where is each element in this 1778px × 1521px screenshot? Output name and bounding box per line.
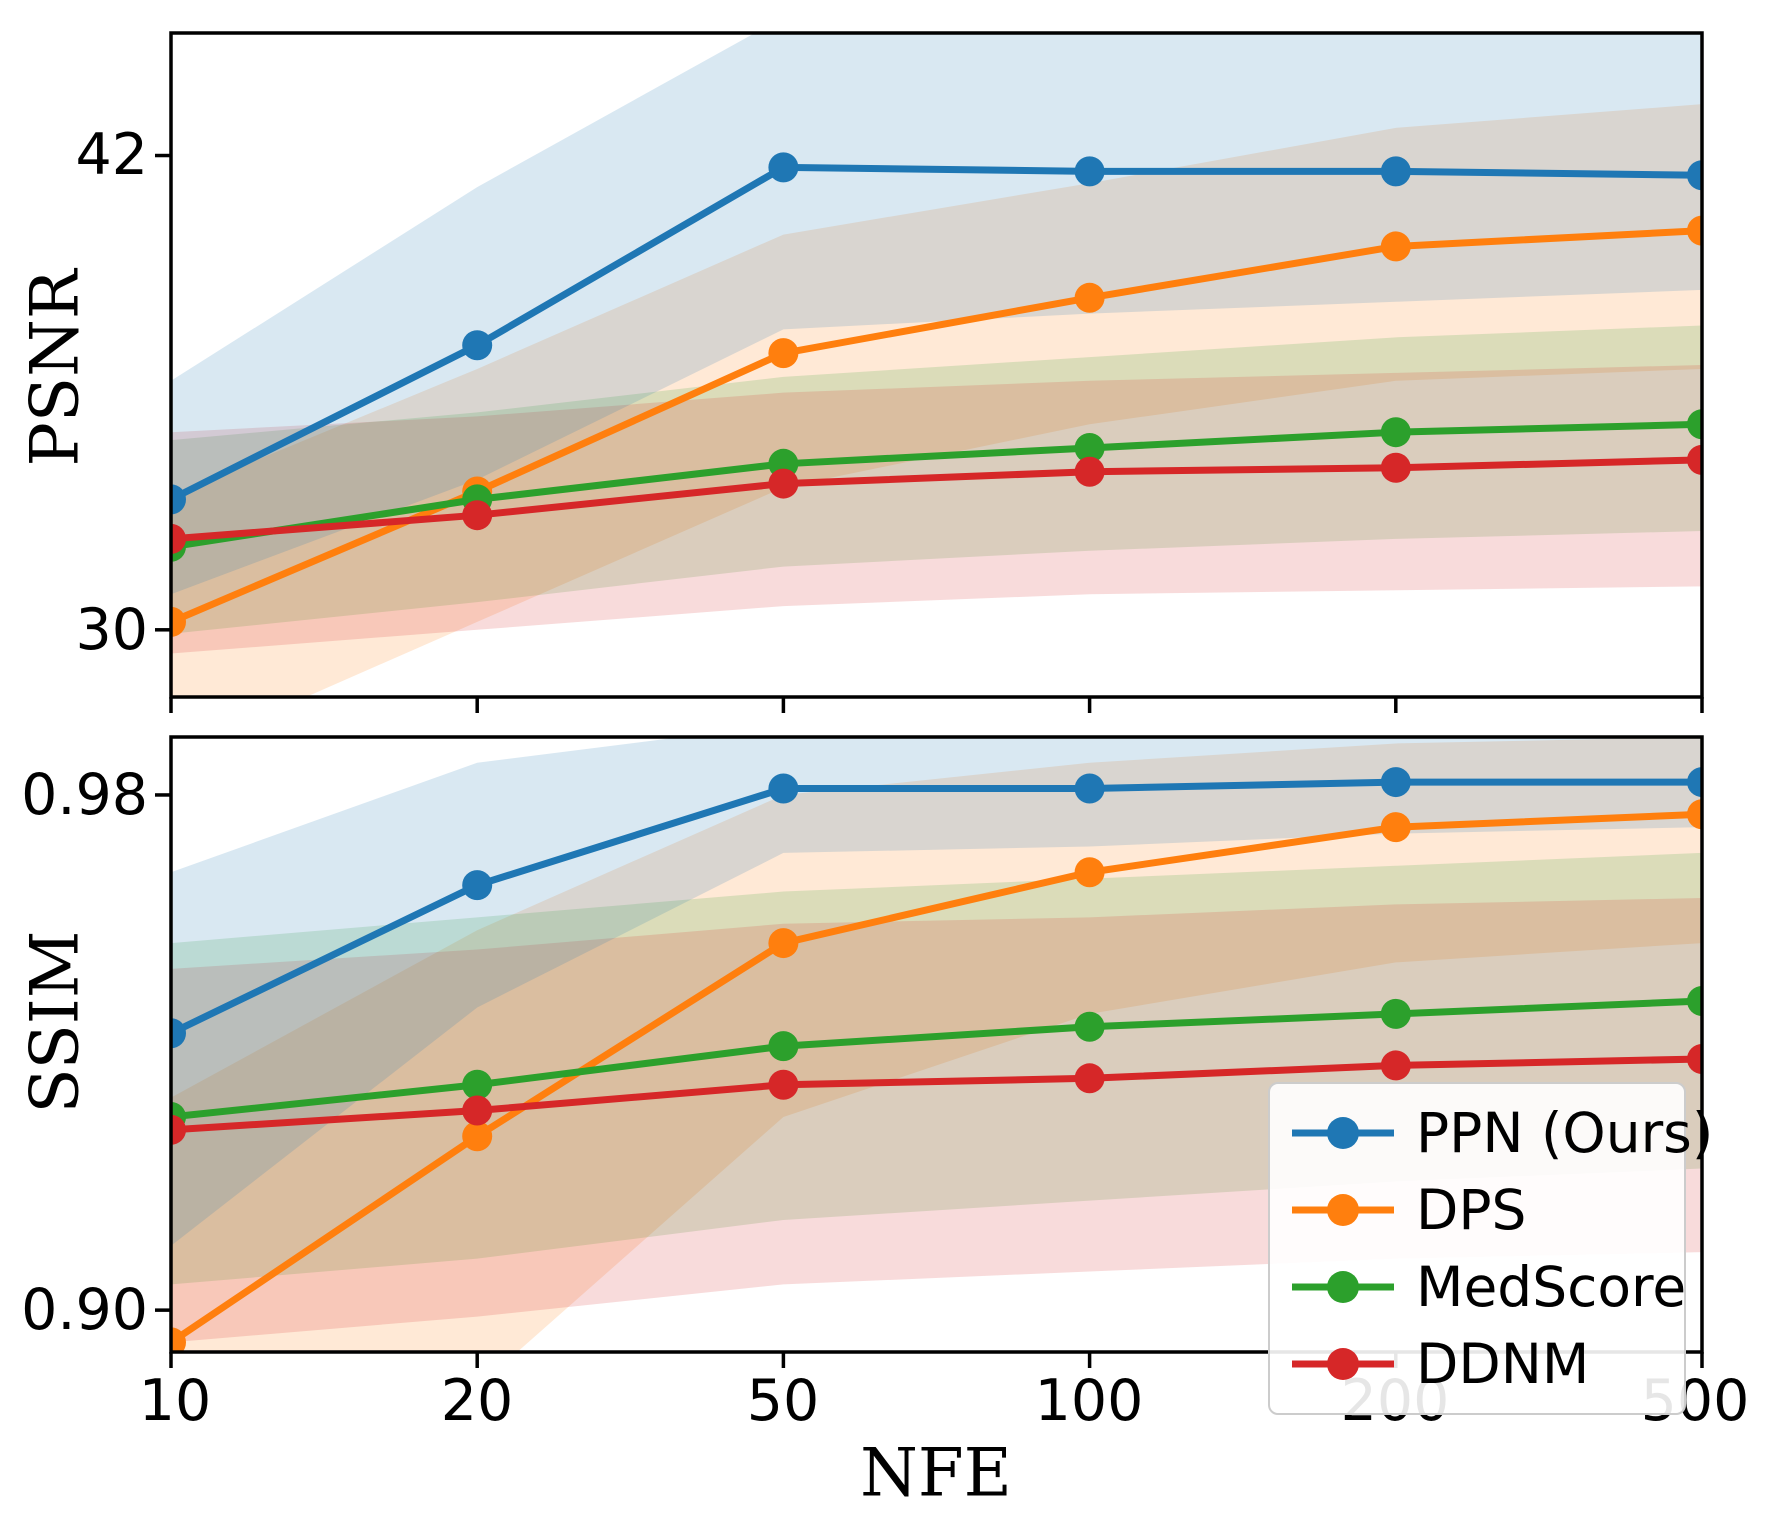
band-DPS [171,737,1702,1352]
marker-DPS [1687,799,1702,830]
legend-entry-dps: DPS [1288,1178,1666,1242]
legend-entry-ddnm: DDNM [1288,1332,1666,1396]
band-DPS [171,104,1702,697]
marker-DDNM [1380,452,1411,483]
marker-PPN (Ours) [171,484,186,515]
marker-PPN (Ours) [1687,767,1702,798]
marker-PPN (Ours) [1074,156,1105,187]
line-PPN (Ours) [171,163,1702,503]
marker-DPS [1074,857,1105,888]
line-DDNM [171,1055,1702,1134]
line-DPS [171,227,1702,626]
marker-PPN (Ours) [171,1018,186,1049]
marker-DPS [462,1121,493,1152]
marker-MedScore [1687,986,1702,1017]
panel-psnr [171,33,1702,697]
line-MedScore [171,997,1702,1121]
marker-DPS [1687,215,1702,246]
psnr-axis-label: PSNR [16,269,94,467]
marker-DPS [1380,231,1411,262]
marker-DDNM [768,468,799,499]
xtick-10: 10 [138,1368,212,1434]
marker-DDNM [1687,444,1702,475]
marker-DDNM [1074,1063,1105,1094]
marker-PPN (Ours) [1380,156,1411,187]
marker-DPS [171,1327,186,1352]
legend-line-marker-icon [1292,1193,1394,1226]
marker-DPS [1074,282,1105,313]
axes-spines [169,31,1704,699]
legend-label: DDNM [1416,1332,1590,1397]
legend-line-marker-icon [1292,1348,1394,1381]
legend-entry-ppn: PPN (Ours) [1288,1101,1713,1165]
line-PPN (Ours) [171,778,1702,1037]
xtick-50: 50 [746,1368,820,1434]
xtick-100: 100 [1034,1368,1144,1434]
legend-label: DPS [1416,1177,1527,1242]
legend-label: MedScore [1416,1255,1687,1320]
ssim-axis-label: SSIM [16,930,94,1114]
legend-line-marker-icon [1292,1116,1394,1149]
marker-MedScore [1380,417,1411,448]
line-DPS [171,810,1702,1346]
marker-DPS [768,338,799,369]
marker-MedScore [768,1031,799,1062]
marker-MedScore [1074,1011,1105,1042]
nfe-axis-label: NFE [860,1434,1012,1512]
line-DDNM [171,456,1702,543]
legend-entry-medscore: MedScore [1288,1255,1686,1319]
xtick-20: 20 [440,1368,514,1434]
ssim-ytick-090: 0.90 [21,1277,148,1343]
marker-PPN (Ours) [462,870,493,901]
marker-PPN (Ours) [768,152,799,183]
marker-MedScore [1687,409,1702,440]
marker-DDNM [462,1095,493,1126]
marker-DPS [768,928,799,959]
marker-DPS [1380,812,1411,843]
marker-PPN (Ours) [1687,160,1702,191]
marker-DPS [171,606,186,637]
marker-DDNM [171,523,186,554]
legend-line-marker-icon [1292,1271,1394,1304]
psnr-ytick-30: 30 [75,597,148,663]
marker-MedScore [1380,998,1411,1029]
marker-PPN (Ours) [1074,773,1105,804]
marker-DDNM [1380,1050,1411,1081]
marker-DDNM [462,500,493,531]
marker-PPN (Ours) [768,773,799,804]
line-MedScore [171,420,1702,551]
ssim-ytick-098: 0.98 [21,762,148,828]
marker-PPN (Ours) [462,330,493,361]
marker-DDNM [1074,456,1105,487]
marker-PPN (Ours) [1380,767,1411,798]
axes-spines [169,735,1704,1354]
marker-DDNM [171,1114,186,1145]
psnr-ytick-42: 42 [75,122,148,188]
legend-label: PPN (Ours) [1416,1100,1714,1165]
marker-DDNM [1687,1043,1702,1074]
marker-DDNM [768,1069,799,1100]
legend-box: PPN (Ours) DPS MedScore DDNM [1268,1082,1713,1415]
marker-MedScore [1074,433,1105,463]
marker-MedScore [462,1069,493,1100]
